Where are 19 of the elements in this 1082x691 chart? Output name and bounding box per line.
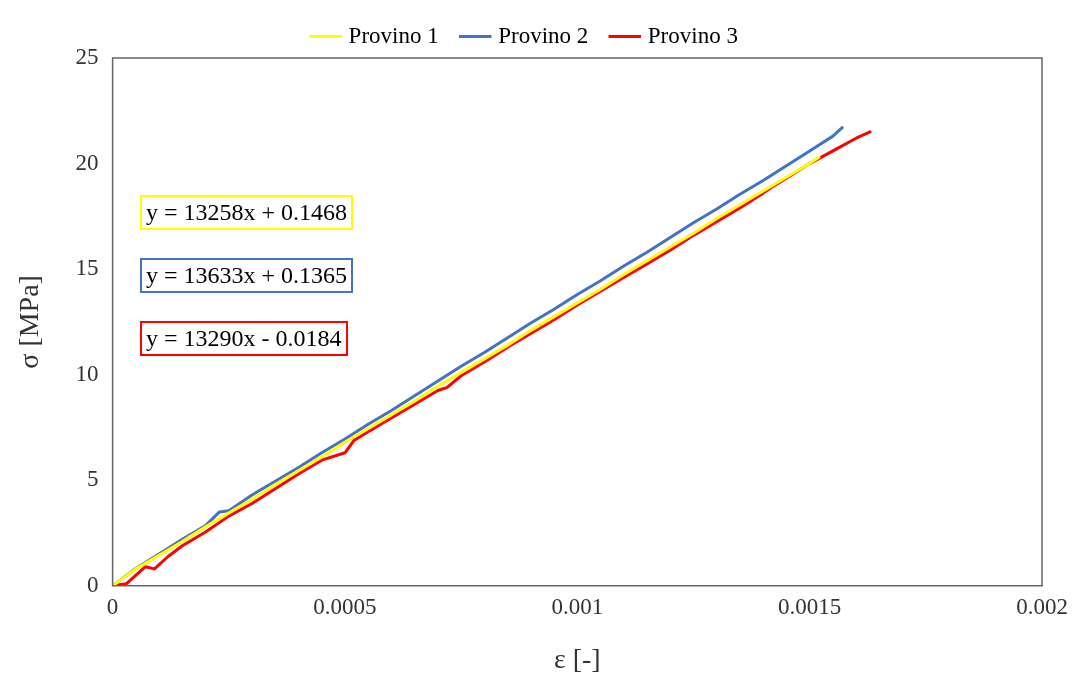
x-tick-label: 0.002	[1016, 593, 1068, 619]
x-axis-title: ε [-]	[553, 642, 601, 674]
y-axis-title: σ [MPa]	[13, 275, 45, 369]
y-tick-label: 5	[87, 466, 99, 492]
y-tick-label: 25	[75, 44, 99, 70]
x-tick-label: 0.0015	[778, 593, 842, 619]
legend-label: Provino 2	[498, 22, 589, 48]
annotation: y = 13290x - 0.0184	[140, 321, 348, 356]
x-tick-label: 0	[106, 593, 119, 619]
annotation: y = 13258x + 0.1468	[140, 195, 354, 230]
x-tick-label: 0.001	[551, 593, 604, 619]
y-tick-label: 0	[87, 571, 99, 597]
legend-label: Provino 1	[348, 22, 439, 48]
y-tick-label: 10	[75, 360, 99, 386]
x-tick-label: 0.0005	[313, 593, 377, 619]
legend-label: Provino 3	[647, 22, 738, 48]
y-tick-label: 20	[75, 149, 99, 175]
y-tick-label: 15	[75, 255, 99, 281]
annotation: y = 13633x + 0.1365	[140, 258, 354, 293]
